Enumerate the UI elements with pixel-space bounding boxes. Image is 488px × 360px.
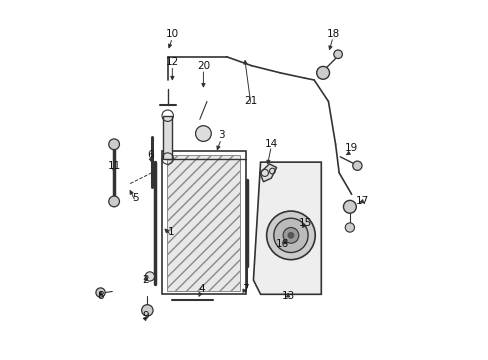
Polygon shape bbox=[259, 164, 276, 182]
Text: 15: 15 bbox=[298, 218, 311, 228]
Bar bbox=[166, 155, 240, 291]
Text: 3: 3 bbox=[218, 130, 224, 140]
Text: 4: 4 bbox=[198, 284, 204, 294]
Text: 9: 9 bbox=[142, 311, 148, 321]
Text: 13: 13 bbox=[281, 291, 294, 301]
Text: 18: 18 bbox=[326, 28, 339, 39]
Circle shape bbox=[316, 66, 329, 79]
Circle shape bbox=[333, 50, 342, 59]
Text: 11: 11 bbox=[107, 161, 121, 171]
Circle shape bbox=[345, 223, 354, 232]
Text: 7: 7 bbox=[242, 284, 248, 294]
Text: 8: 8 bbox=[98, 291, 104, 301]
Text: 5: 5 bbox=[132, 193, 139, 203]
Circle shape bbox=[352, 161, 361, 170]
Text: 17: 17 bbox=[355, 197, 368, 206]
Text: 10: 10 bbox=[165, 28, 179, 39]
Text: 14: 14 bbox=[264, 139, 277, 149]
Bar bbox=[162, 152, 245, 294]
Circle shape bbox=[96, 288, 105, 297]
Text: 12: 12 bbox=[165, 57, 179, 67]
Circle shape bbox=[145, 272, 154, 281]
Text: 1: 1 bbox=[167, 227, 174, 237]
Circle shape bbox=[287, 233, 293, 238]
Text: 2: 2 bbox=[142, 275, 148, 285]
Circle shape bbox=[142, 305, 153, 316]
Text: 21: 21 bbox=[244, 96, 257, 107]
Text: 16: 16 bbox=[276, 239, 289, 249]
Text: 20: 20 bbox=[197, 61, 209, 71]
Circle shape bbox=[273, 218, 307, 252]
Circle shape bbox=[283, 228, 298, 243]
Circle shape bbox=[195, 126, 211, 141]
Circle shape bbox=[108, 139, 119, 150]
Polygon shape bbox=[253, 162, 321, 294]
Circle shape bbox=[108, 196, 119, 207]
Text: 6: 6 bbox=[147, 150, 154, 160]
Text: 19: 19 bbox=[345, 143, 358, 153]
Circle shape bbox=[343, 201, 356, 213]
Circle shape bbox=[266, 211, 315, 260]
Bar bbox=[163, 116, 172, 158]
